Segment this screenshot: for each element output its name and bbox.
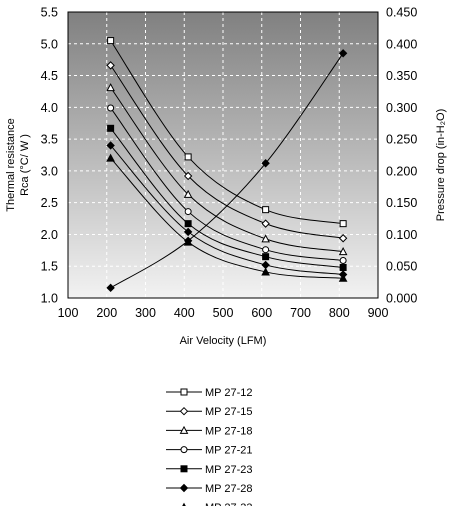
legend-entry: MP 27-28 [166,483,253,495]
series-line [110,157,344,279]
legend-marker [180,446,188,454]
tick-labels: 100 200 300 400 500 600 700 800 900 1.0 1.5 2.0 2.5 3… [41,6,418,321]
y-tick-label: 4.5 [41,69,58,83]
x-tick-label: 800 [329,306,350,320]
legend-entry: MP 27-23 [166,464,253,476]
data-point [107,104,115,112]
pressure-drop-line [110,53,344,289]
y-tick-label: 3.5 [41,133,58,147]
data-point [262,206,270,214]
y-tick-label: 5.5 [41,6,58,20]
y2-tick-label: 0.300 [386,101,417,115]
pressure-drop-point [183,236,193,246]
y2-axis-title: Pressure drop (in-H₂O) [435,109,447,221]
data-point [106,83,115,92]
data-point [183,189,193,198]
data-point [106,153,115,162]
data-point [183,227,193,237]
y2-tick-label: 0.150 [386,196,417,210]
legend-label: MP 27-21 [205,445,253,457]
y-tick-label: 3.0 [41,164,58,178]
x-tick-label: 300 [135,306,156,320]
series-line [110,40,344,225]
data-point [261,219,270,228]
data-point [262,253,270,261]
data-point [184,208,192,216]
y-tick-label: 2.5 [41,196,58,210]
data-point [184,153,192,161]
y2-tick-label: 0.400 [386,37,417,51]
x-axis-title: Air Velocity (LFM) [180,335,267,347]
x-tick-label: 900 [368,306,389,320]
data-point [261,234,270,243]
data-point [338,273,348,282]
data-point [338,247,348,256]
series-line [110,87,344,253]
y2-tick-label: 0.250 [386,133,417,147]
y-tick-label: 4.0 [41,101,58,115]
y-tick-label: 2.0 [41,228,58,242]
legend-label: MP 27-33 [205,502,253,506]
data-point [262,246,270,254]
legend-label: MP 27-15 [205,406,253,418]
x-tick-label: 500 [213,306,234,320]
data-point [261,267,270,276]
legend-entry: MP 27-12 [166,387,253,399]
y2-tick-label: 0.350 [386,69,417,83]
legend: MP 27-12 MP 27-15 MP 27-18 MP 27-21 MP 27-23… [166,387,253,506]
pressure-drop-point [261,159,270,168]
y2-tick-label: 0.450 [386,6,417,20]
y2-tick-label: 0.200 [386,164,417,178]
y-axis-title-line1: Thermal resistance [5,118,17,212]
y2-tick-label: 0.000 [386,292,417,306]
legend-marker [179,483,189,493]
series-lines [110,40,344,289]
data-point [183,171,193,181]
x-tick-label: 200 [96,306,117,320]
legend-label: MP 27-23 [205,464,253,476]
legend-marker [180,465,188,473]
data-point [338,234,348,243]
series-line [110,107,344,261]
x-tick-label: 400 [174,306,195,320]
data-point [106,141,115,150]
x-tick-label: 100 [58,306,79,320]
plot-background [68,12,378,298]
legend-marker [179,406,189,416]
data-point [107,124,115,132]
data-point [339,220,347,228]
series-markers [106,37,348,293]
data-point [339,263,347,271]
plot-border [67,11,379,299]
legend-label: MP 27-28 [205,483,253,495]
data-point [339,257,347,265]
series-line [110,145,344,275]
legend-label: MP 27-12 [205,387,253,399]
x-tick-label: 700 [290,306,311,320]
y-tick-label: 5.0 [41,37,58,51]
data-point [184,220,192,228]
pressure-drop-point [106,283,115,293]
data-point [106,61,115,70]
y-tick-label: 1.5 [41,260,58,274]
legend-entry: MP 27-18 [166,425,253,437]
legend-marker [182,502,186,506]
legend-marker [180,388,188,396]
series-line [110,65,344,239]
legend-entry: MP 27-21 [166,445,253,457]
y2-tick-label: 0.050 [386,260,417,274]
data-point [107,37,115,45]
y2-tick-label: 0.100 [386,228,417,242]
legend-label: MP 27-18 [205,425,253,437]
legend-entry: MP 27-33 [182,502,253,506]
y-axis-title-line2: Rca (°C/ W ) [19,134,31,196]
x-tick-label: 600 [251,306,272,320]
y-tick-label: 1.0 [41,292,58,306]
legend-marker [179,425,189,434]
legend-entry: MP 27-15 [166,406,253,418]
series-line [110,127,344,268]
pressure-drop-point [338,49,348,58]
